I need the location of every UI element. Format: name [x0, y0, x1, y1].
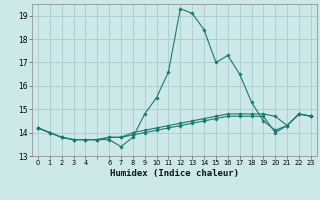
X-axis label: Humidex (Indice chaleur): Humidex (Indice chaleur) [110, 169, 239, 178]
